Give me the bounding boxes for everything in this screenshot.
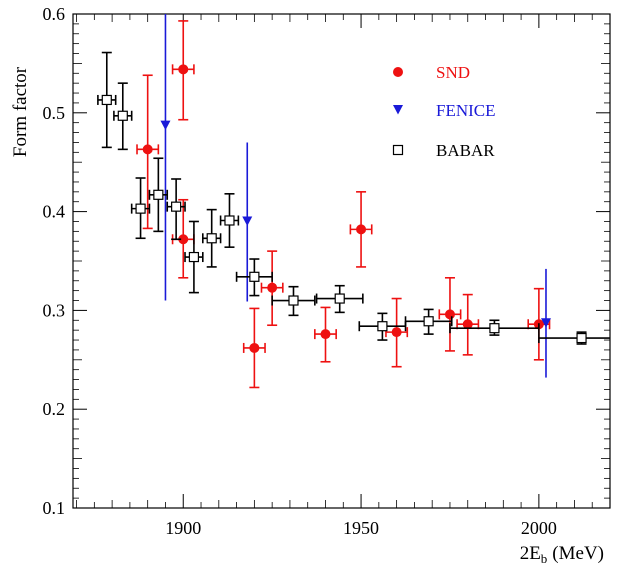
x-tick-label: 1900 <box>165 518 201 538</box>
babar-marker <box>288 295 299 306</box>
snd-point <box>171 20 195 121</box>
legend-marker <box>393 105 403 115</box>
babar-point <box>404 308 453 335</box>
legend-item-snd: SND <box>393 63 470 82</box>
snd-marker <box>267 282 278 293</box>
babar-point <box>315 284 364 314</box>
axes-frame <box>72 13 611 509</box>
babar-marker <box>377 321 388 332</box>
snd-point <box>438 276 462 352</box>
series-layer <box>97 14 610 389</box>
x-tick-label: 1950 <box>343 518 379 538</box>
fenice-marker <box>160 120 171 131</box>
series-babar <box>97 51 610 345</box>
babar-marker <box>153 189 164 200</box>
fenice-point <box>160 14 171 301</box>
legend-label: BABAR <box>436 141 495 160</box>
babar-marker <box>249 271 260 282</box>
babar-point <box>538 331 610 345</box>
babar-point <box>235 258 273 297</box>
snd-point <box>314 306 337 363</box>
snd-marker <box>462 319 473 330</box>
babar-point <box>184 220 204 294</box>
babar-point <box>166 178 186 241</box>
fenice-marker <box>540 318 551 328</box>
babar-point <box>219 193 240 248</box>
snd-marker <box>356 224 367 235</box>
babar-point <box>148 157 169 233</box>
babar-marker <box>101 94 112 106</box>
tick-labels: 0.1 0.2 0.3 0.4 0.5 0.6 1900 1950 2000 <box>43 4 557 538</box>
babar-marker <box>334 293 345 304</box>
babar-marker <box>171 201 182 212</box>
snd-marker <box>320 329 331 340</box>
legend-item-fenice: FENICE <box>393 101 496 120</box>
babar-marker <box>135 203 146 214</box>
legend-marker <box>393 67 403 77</box>
legend-marker <box>392 144 404 156</box>
x-axis-label-main: 2E <box>520 543 541 564</box>
x-tick-label: 2000 <box>521 518 557 538</box>
snd-point <box>349 191 373 268</box>
axis-ticks <box>73 13 611 509</box>
snd-point <box>242 307 266 389</box>
y-tick-label: 0.3 <box>43 300 66 320</box>
babar-point <box>449 319 540 336</box>
legend-item-babar: BABAR <box>392 141 495 160</box>
fenice-point <box>242 142 253 302</box>
babar-marker <box>117 110 128 121</box>
babar-point <box>113 82 133 151</box>
babar-point <box>97 51 117 149</box>
babar-marker <box>489 323 500 334</box>
y-tick-label: 0.5 <box>43 103 66 123</box>
babar-point <box>130 177 151 240</box>
babar-point <box>271 285 316 317</box>
legend-label: SND <box>436 63 470 82</box>
plot-frame <box>72 13 611 509</box>
legend-label: FENICE <box>436 101 496 120</box>
babar-marker <box>188 251 200 263</box>
snd-point <box>456 293 480 356</box>
fenice-point <box>540 268 551 378</box>
babar-point <box>202 208 222 268</box>
snd-point <box>385 297 409 368</box>
babar-marker <box>224 215 235 226</box>
fenice-marker <box>242 216 253 226</box>
series-fenice <box>160 14 551 378</box>
y-tick-label: 0.2 <box>43 399 66 419</box>
babar-marker <box>423 316 434 327</box>
x-axis-label: 2Eb (MeV) <box>520 543 604 564</box>
x-axis-label-subscript: b <box>541 551 548 564</box>
snd-marker <box>391 327 402 338</box>
y-tick-label: 0.1 <box>43 498 66 518</box>
y-tick-label: 0.6 <box>43 4 66 24</box>
snd-marker <box>249 342 260 353</box>
snd-marker <box>444 309 455 320</box>
y-tick-label: 0.4 <box>43 202 66 222</box>
snd-marker <box>142 144 153 155</box>
y-axis-label: Form factor <box>10 66 31 157</box>
series-snd <box>136 20 551 389</box>
snd-point <box>136 74 160 230</box>
snd-marker <box>178 64 189 75</box>
legend: SND FENICE BABAR <box>392 63 496 160</box>
snd-point <box>260 250 284 327</box>
snd-marker <box>178 234 189 245</box>
babar-marker <box>576 332 587 344</box>
babar-marker <box>206 233 217 244</box>
x-axis-label-unit: (MeV) <box>552 543 604 564</box>
